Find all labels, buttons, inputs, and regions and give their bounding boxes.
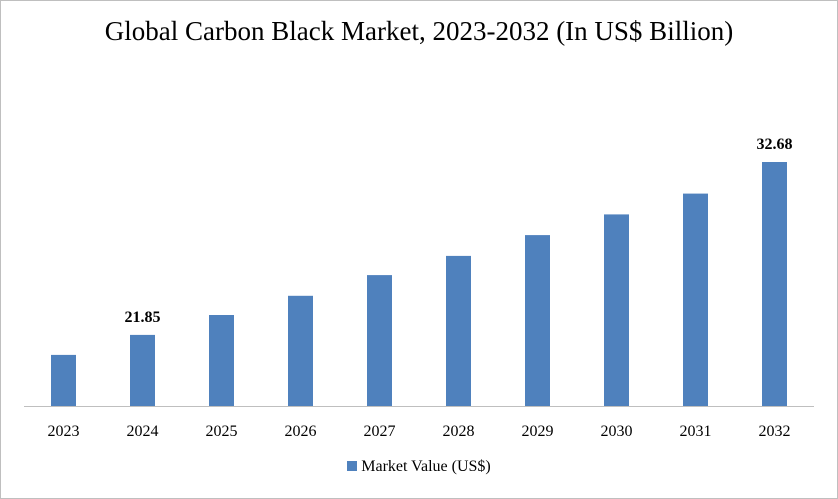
- x-tick-label-2026: 2026: [285, 423, 317, 440]
- bar-2024: [130, 334, 155, 406]
- bar-2025: [209, 315, 234, 406]
- bars-group: [51, 162, 787, 406]
- data-label-2032: 32.68: [757, 136, 793, 153]
- chart-title: Global Carbon Black Market, 2023-2032 (I…: [104, 16, 734, 46]
- bar-2027: [367, 275, 392, 406]
- x-tick-label-2028: 2028: [443, 423, 475, 440]
- bar-2028: [446, 255, 471, 406]
- x-tick-label-2030: 2030: [601, 423, 633, 440]
- data-labels: 21.85 32.68: [125, 136, 793, 326]
- x-tick-label-2023: 2023: [48, 423, 80, 440]
- x-tick-labels: 2023 2024 2025 2026 2027 2028 2029 2030 2031 2032: [48, 423, 791, 440]
- legend-swatch: [347, 461, 358, 471]
- x-tick-label-2027: 2027: [364, 423, 396, 440]
- bar-2023: [51, 354, 76, 406]
- bar-2032: [762, 162, 787, 406]
- x-tick-label-2024: 2024: [127, 423, 159, 440]
- x-tick-label-2031: 2031: [680, 423, 712, 440]
- bar-2030: [604, 214, 629, 406]
- bar-2031: [683, 193, 708, 406]
- bar-2026: [288, 295, 313, 406]
- data-label-2024: 21.85: [125, 309, 161, 326]
- x-tick-label-2029: 2029: [522, 423, 554, 440]
- legend: Market Value (US$): [0, 458, 838, 476]
- x-tick-label-2032: 2032: [759, 423, 791, 440]
- legend-label: Market Value (US$): [361, 458, 491, 475]
- x-tick-label-2025: 2025: [206, 423, 238, 440]
- bar-2029: [525, 235, 550, 406]
